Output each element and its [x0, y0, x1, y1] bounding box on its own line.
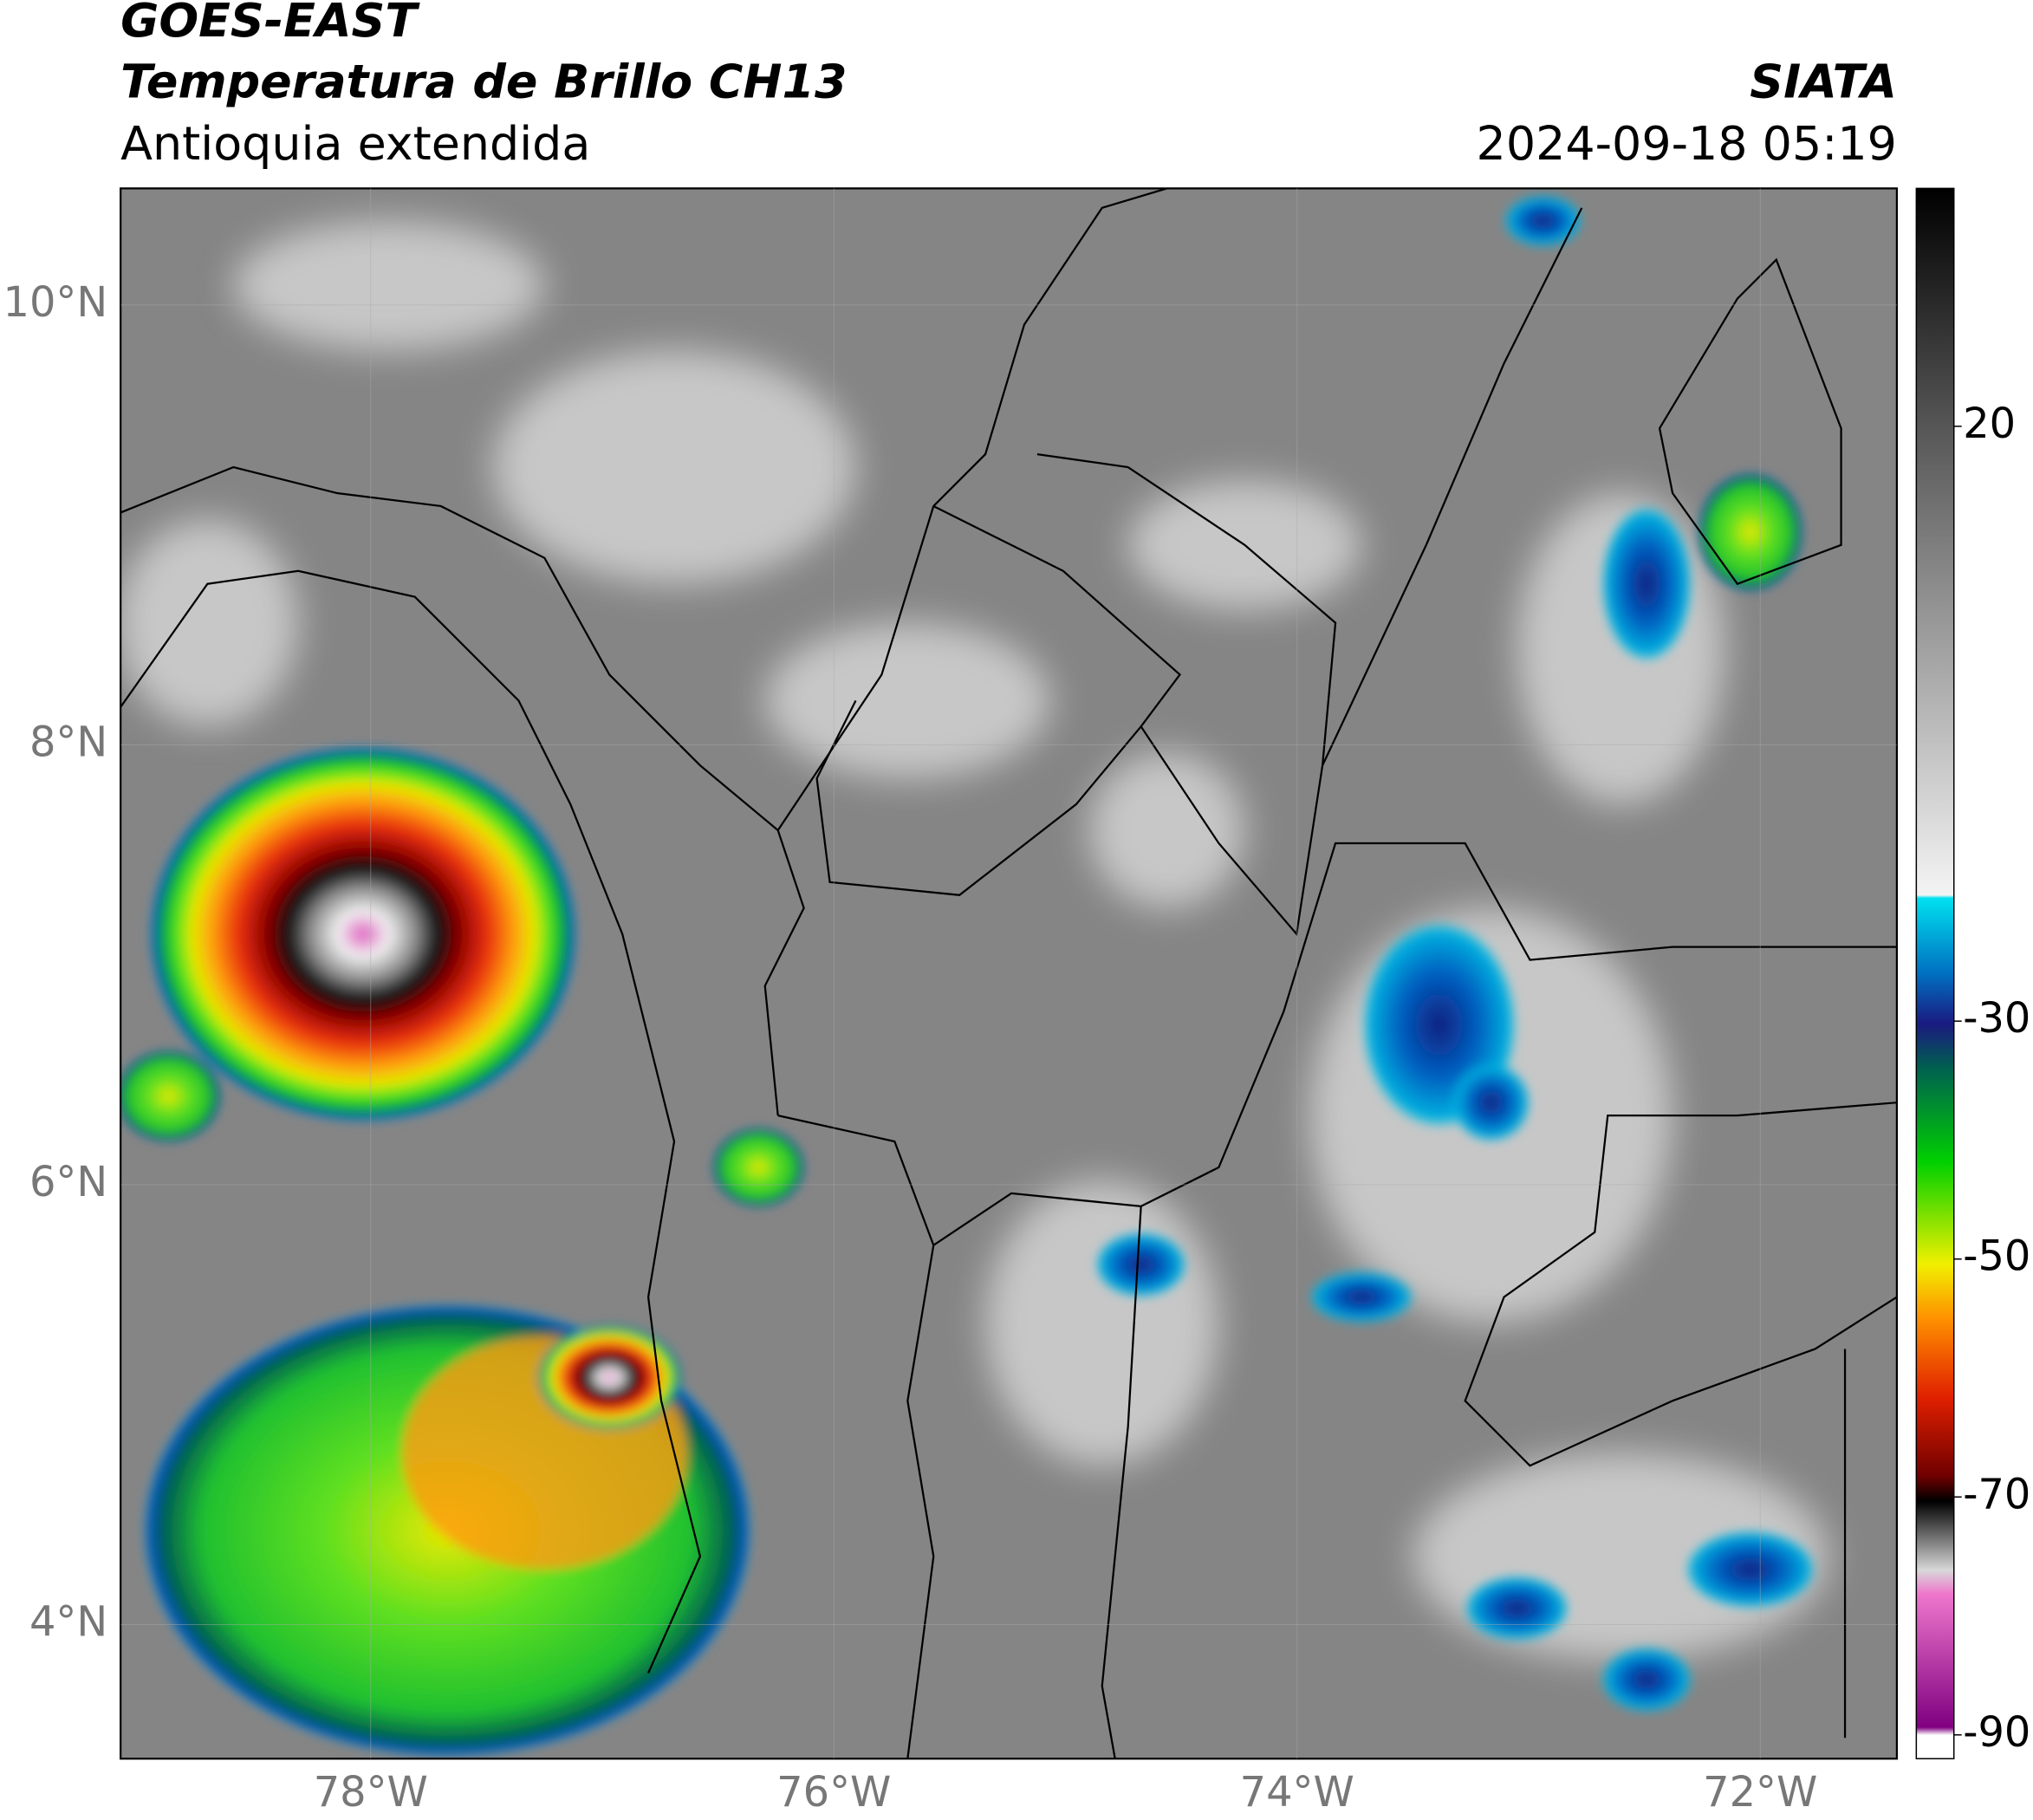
colorbar-tick-label: 20: [1963, 400, 2016, 448]
y-tick-label: 4°N: [29, 1598, 107, 1646]
colorbar-tick-label: -30: [1963, 995, 2030, 1043]
colorbar-tick-label: -70: [1963, 1471, 2030, 1518]
y-tick-label: 10°N: [3, 279, 108, 327]
colorbar: [1915, 187, 1955, 1759]
colorbar-ticks: 20 -30 -50 -70 -90: [1953, 400, 2030, 1757]
source-label: SIATA: [1750, 54, 1897, 108]
axis-ticks: 78°W 76°W 74°W 72°W 10°N 8°N 6°N 4°N: [3, 188, 1897, 1817]
x-tick-label: 74°W: [1240, 1769, 1354, 1817]
map-image: [120, 188, 1897, 1759]
region-title: Antioquia extendida: [120, 116, 590, 171]
borders: [120, 188, 1897, 1759]
map-frame: [120, 187, 1899, 1760]
y-tick-label: 8°N: [29, 718, 107, 766]
product-title: Temperatura de Brillo CH13: [120, 54, 847, 108]
x-tick-label: 78°W: [314, 1769, 428, 1817]
y-tick-label: 6°N: [29, 1159, 107, 1206]
x-tick-label: 76°W: [776, 1769, 891, 1817]
colorbar-tick-label: -50: [1963, 1233, 2030, 1281]
colorbar-tick-label: -90: [1963, 1709, 2030, 1757]
x-tick-label: 72°W: [1703, 1769, 1817, 1817]
satellite-title: GOES-EAST: [120, 0, 420, 48]
datetime-label: 2024-09-18 05:19: [1477, 116, 1897, 171]
